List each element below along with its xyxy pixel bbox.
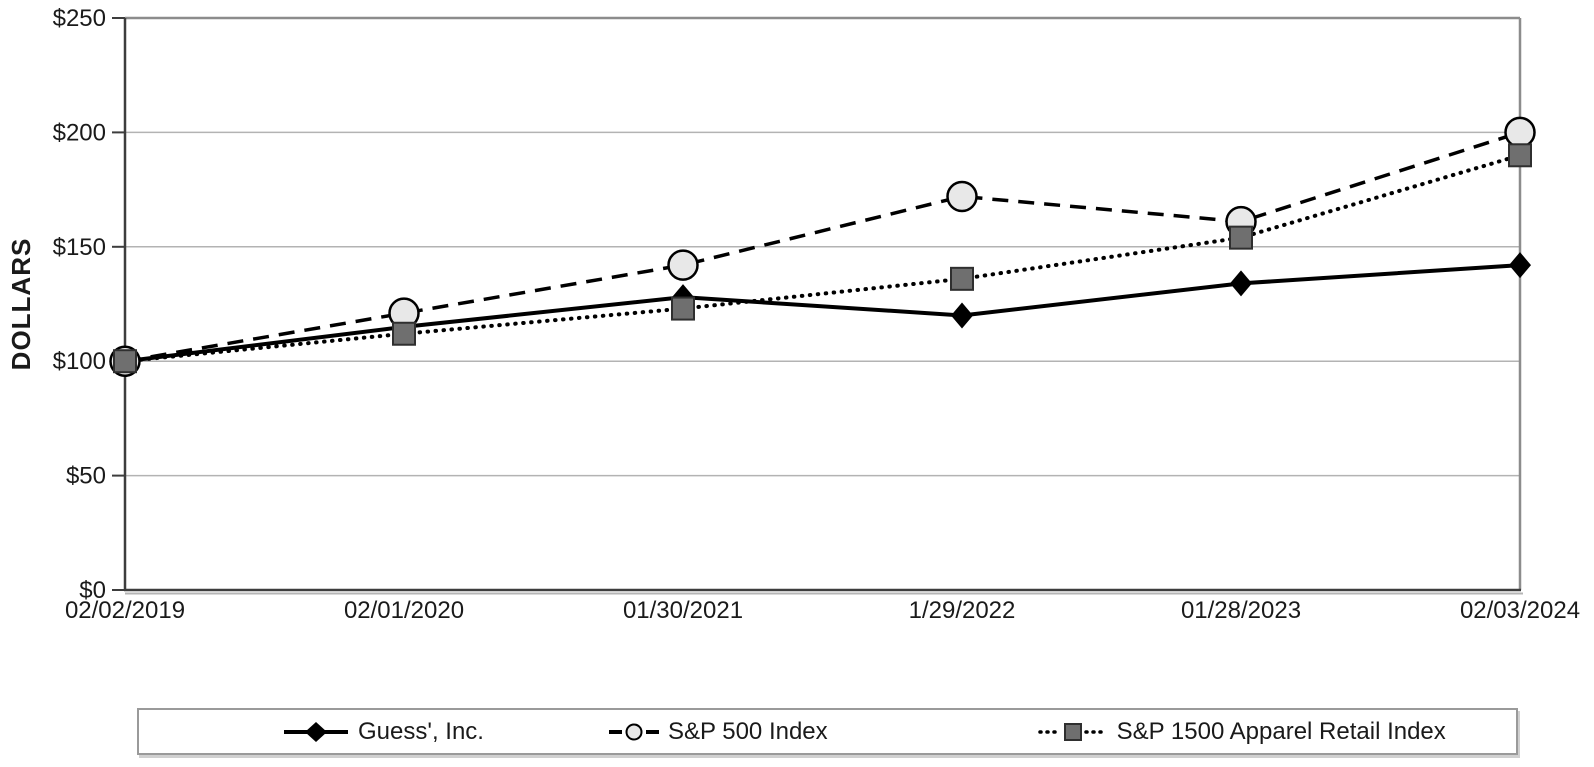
y-axis-title: DOLLARS [6, 238, 36, 371]
series-line-square [123, 153, 1522, 364]
data-point-square [950, 266, 974, 291]
dotted-line-square-icon [1037, 722, 1108, 741]
x-tick-label: 02/01/2020 [344, 597, 464, 624]
x-tick-label: 01/28/2023 [1181, 597, 1301, 624]
y-tick-label: $150 [53, 234, 106, 261]
data-point-circle [1504, 116, 1536, 149]
legend-label-guess: Guess', Inc. [358, 717, 484, 745]
solid-line-diamond-icon [284, 721, 348, 742]
x-tick-label: 1/29/2022 [909, 597, 1016, 624]
data-point-diamond [1509, 252, 1531, 279]
legend-label-sp1500: S&P 1500 Apparel Retail Index [1116, 717, 1446, 745]
y-tick-label: $100 [53, 348, 106, 375]
legend-item-sp1500: S&P 1500 Apparel Retail Index [1037, 717, 1446, 746]
stock-performance-chart: $0 $50 $100 $150 $200 $250 02/02/2019 02/01/202… [6, 5, 1580, 624]
series-line-circle [124, 130, 1521, 363]
legend-label-sp500: S&P 500 Index [667, 717, 828, 745]
legend-item-guess: Guess', Inc. [283, 718, 484, 746]
y-tick-label: $50 [66, 463, 106, 490]
series-line-diamond [124, 263, 1521, 364]
data-point-circle [946, 180, 978, 213]
data-point-square [1508, 143, 1532, 168]
y-tick-label: $200 [53, 119, 106, 146]
x-tick-label: 02/02/2019 [65, 597, 185, 624]
performance-line-chart: $0 $50 $100 $150 $200 $250 02/02/2019 02/01/202… [6, 5, 1580, 624]
legend-item-sp500: S&P 500 Index [608, 717, 828, 746]
data-point-square [1229, 225, 1253, 250]
data-point-diamond [951, 302, 973, 329]
data-point-diamond [1230, 270, 1252, 297]
data-point-square [671, 296, 695, 321]
y-tick-label: $250 [53, 5, 106, 32]
data-point-square [392, 321, 416, 346]
dashed-line-circle-icon [608, 723, 659, 740]
x-tick-label: 01/30/2021 [623, 597, 743, 624]
y-tick-label: $0 [79, 577, 106, 604]
x-tick-label: 02/03/2024 [1460, 597, 1580, 624]
chart-legend: Guess', Inc. S&P 500 Index S&P 1500 Appa… [137, 708, 1518, 755]
data-point-square [113, 349, 137, 374]
data-point-circle [667, 249, 699, 281]
